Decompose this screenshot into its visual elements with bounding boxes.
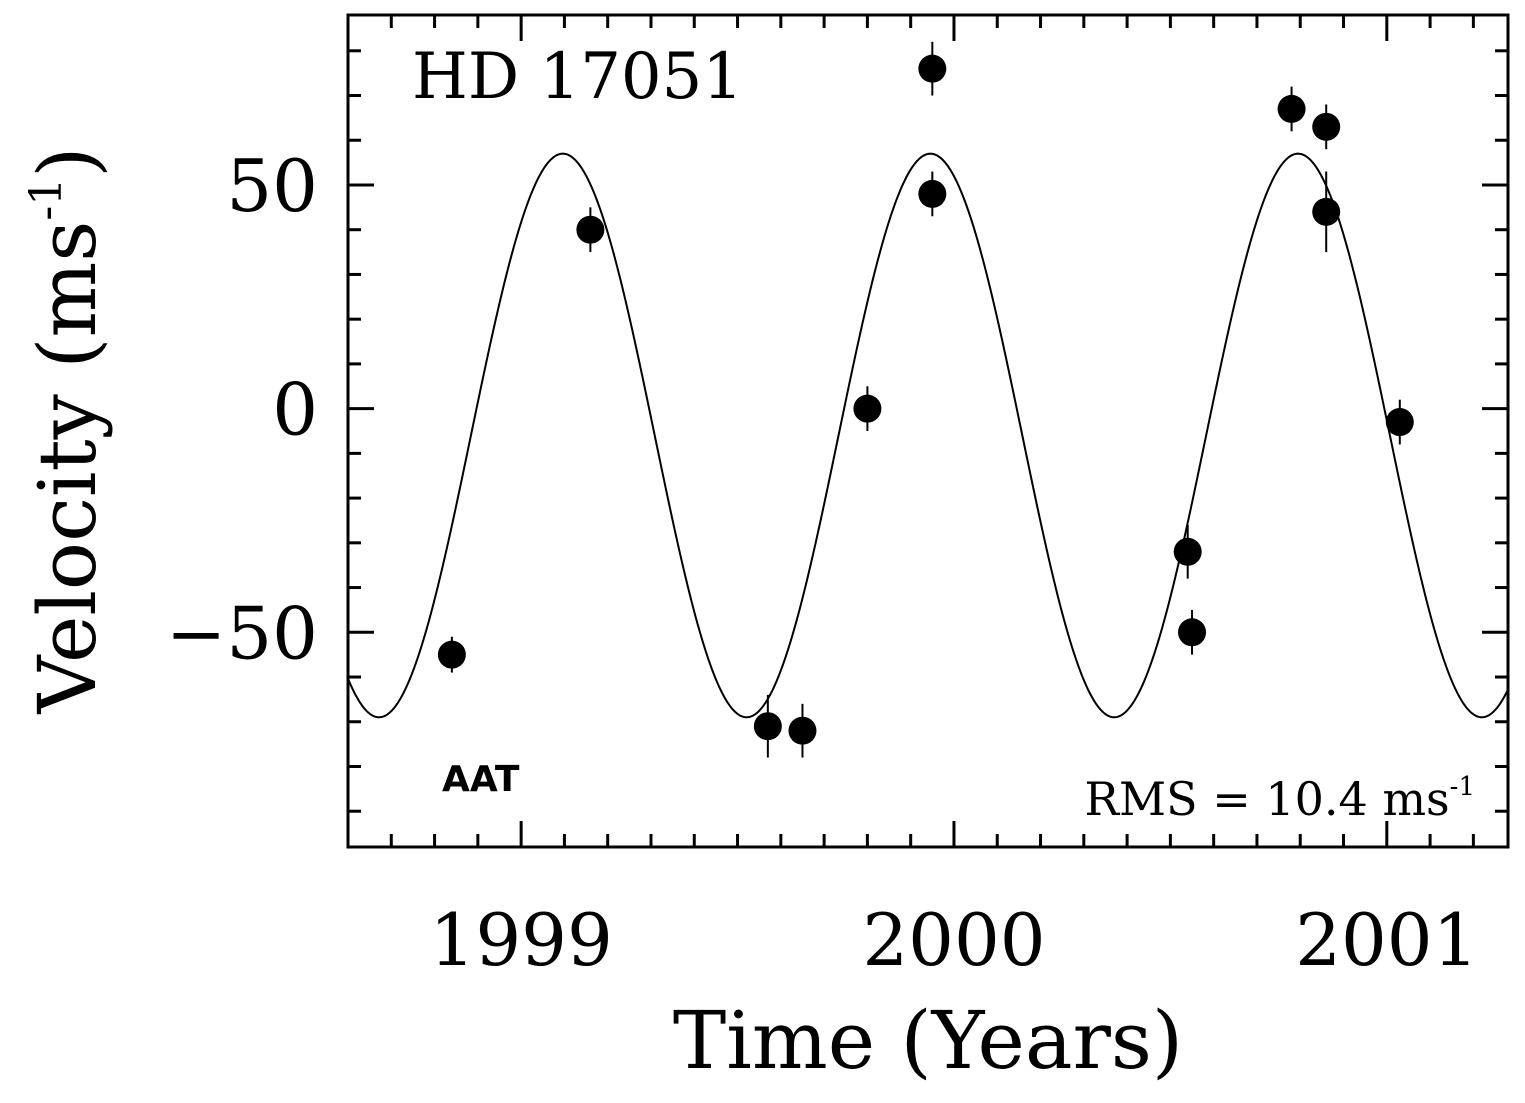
data-point xyxy=(1312,197,1341,226)
y-axis-title: Velocity (ms-1) xyxy=(21,147,114,715)
y-axis-title-superscript: -1 xyxy=(21,178,72,221)
rms-text: RMS = 10.4 ms xyxy=(1084,772,1449,826)
data-point xyxy=(853,394,882,423)
plot-frame xyxy=(346,13,1510,849)
data-point xyxy=(753,712,782,741)
data-point xyxy=(1277,94,1306,123)
star-name-label: HD 17051 xyxy=(412,40,743,114)
data-point xyxy=(1173,537,1202,566)
x-tick-label: 2000 xyxy=(862,898,1045,982)
axis-ticks xyxy=(346,15,1508,847)
data-point xyxy=(1312,112,1341,141)
y-tick-label: 0 xyxy=(272,368,318,452)
y-axis-title-main: Velocity (ms xyxy=(21,221,114,715)
data-point xyxy=(1385,408,1414,437)
data-point xyxy=(1178,618,1207,647)
data-points xyxy=(437,41,1414,758)
y-tick-label: −50 xyxy=(166,591,318,675)
data-point xyxy=(918,54,947,83)
data-point xyxy=(918,179,947,208)
rms-label: RMS = 10.4 ms-1 xyxy=(1084,772,1475,826)
data-point xyxy=(437,640,466,669)
data-point xyxy=(576,215,605,244)
y-tick-label: 50 xyxy=(226,144,318,228)
tick-labels: 1999 2000 2001 50 0 −50 xyxy=(166,144,1478,982)
orbit-fit-curve xyxy=(347,152,1509,719)
x-axis-title: Time (Years) xyxy=(673,994,1183,1087)
y-axis-title-close: ) xyxy=(21,147,114,178)
rms-unit-superscript: -1 xyxy=(1450,772,1475,802)
x-tick-label: 2001 xyxy=(1295,898,1478,982)
telescope-label: AAT xyxy=(442,759,520,800)
x-tick-label: 1999 xyxy=(430,898,613,982)
data-point xyxy=(788,716,817,745)
